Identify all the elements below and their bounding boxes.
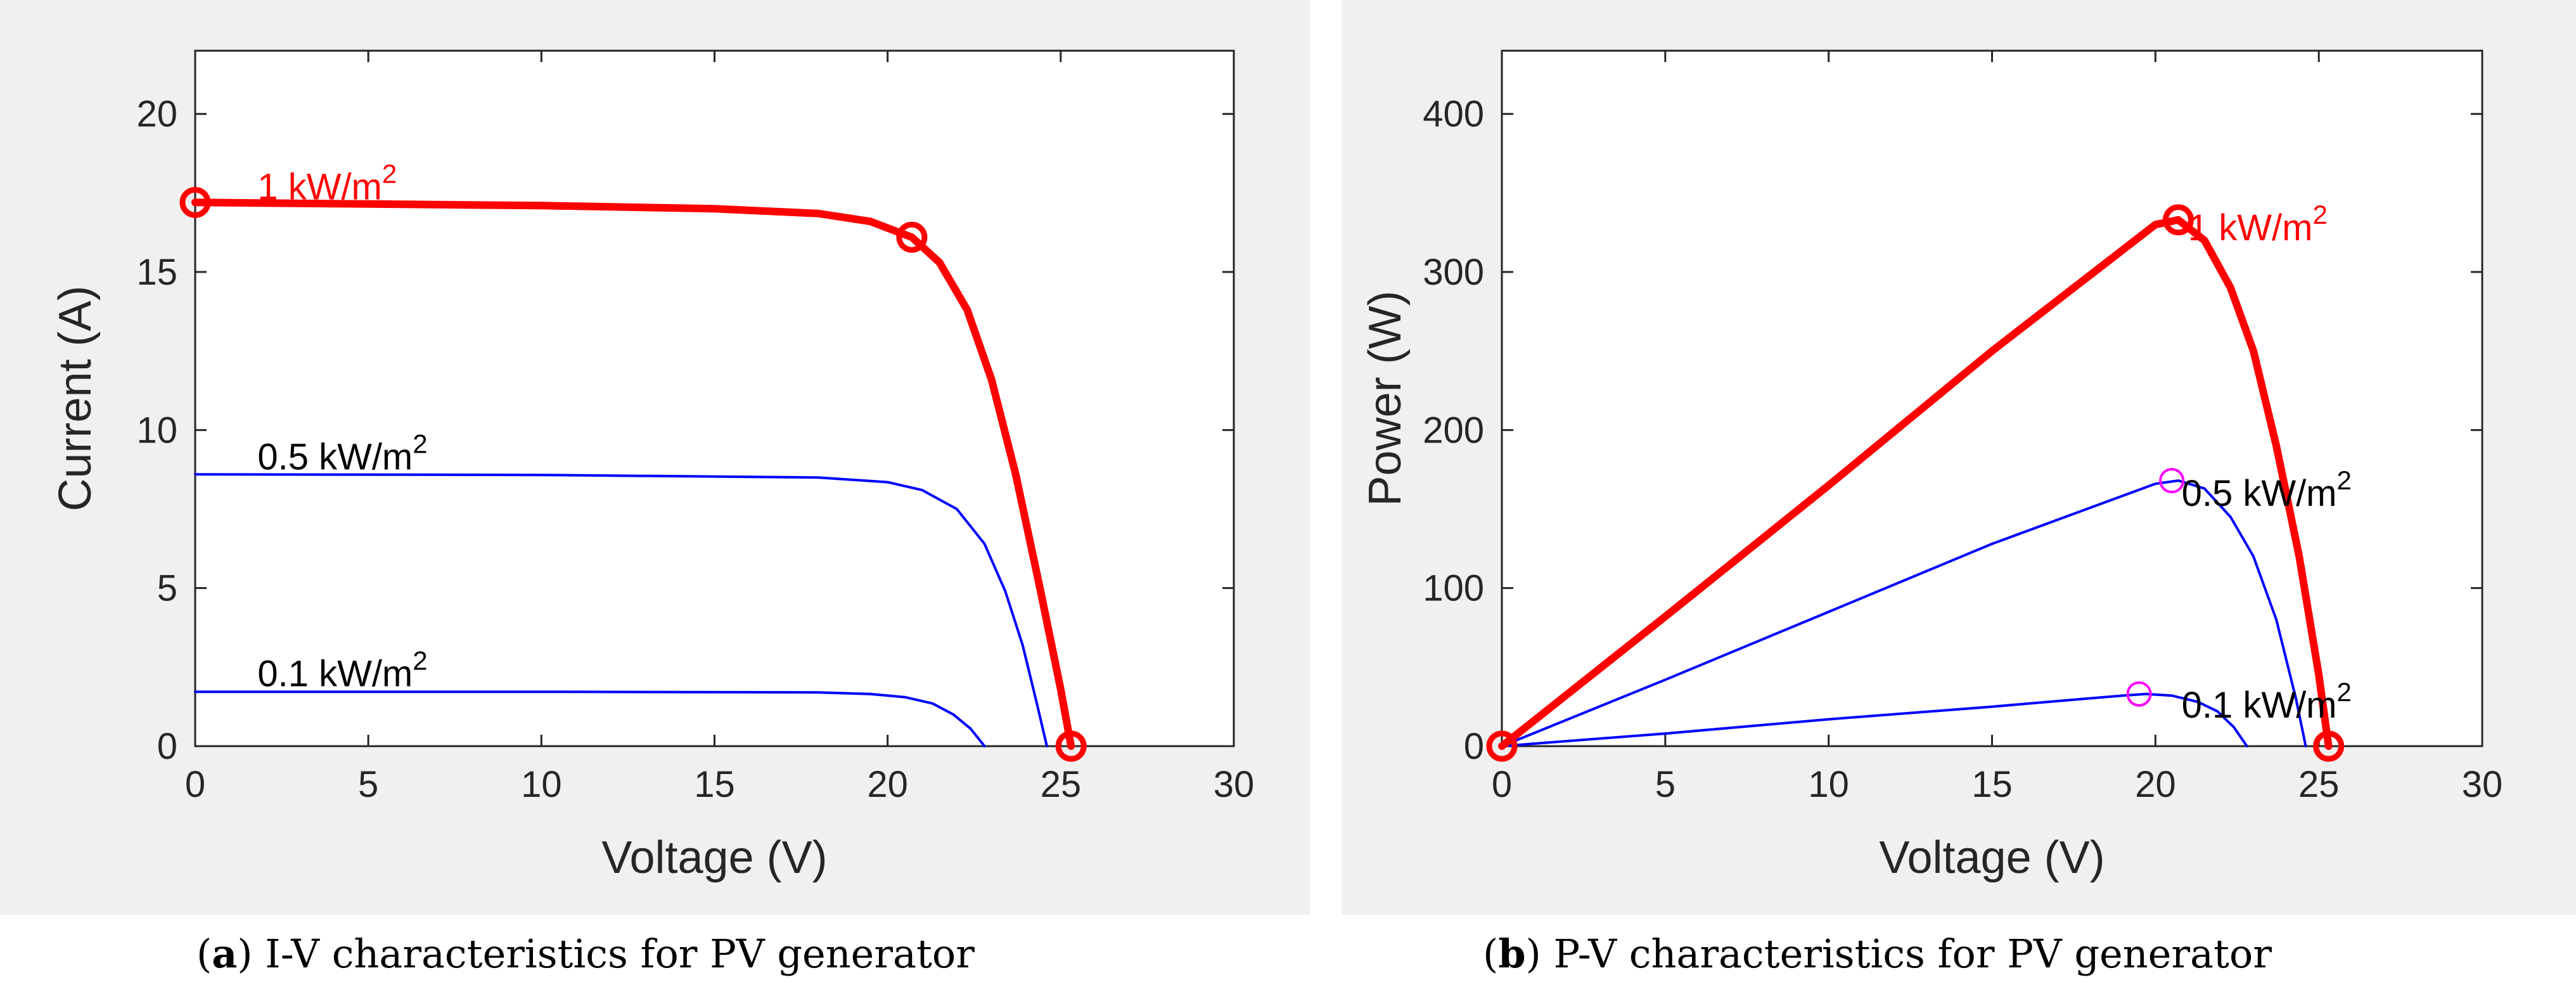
chart-pv-y-tick-label: 100 <box>1423 568 1484 609</box>
chart-iv-x-tick-label: 20 <box>867 764 908 805</box>
chart-pv-x-tick-label: 20 <box>2135 764 2176 805</box>
chart-pv-y-tick-label: 0 <box>1464 726 1484 767</box>
chart-pv-y-axis-label: Power (W) <box>1360 291 1411 507</box>
chart-iv-y-tick-label: 20 <box>136 94 177 135</box>
chart-iv-x-tick-label: 0 <box>185 764 205 805</box>
caption-b-tag: b <box>1498 931 1526 977</box>
chart-iv-x-axis-label: Voltage (V) <box>601 832 827 883</box>
chart-pv-y-tick-label: 300 <box>1423 252 1484 293</box>
chart-iv-marker-1-kw-m2 <box>1055 730 1087 762</box>
chart-pv-label-0-5-kw-m2: 0.5 kW/m2 <box>2182 465 2352 514</box>
chart-pv-x-tick-label: 10 <box>1808 764 1849 805</box>
chart-iv-y-tick-label: 5 <box>157 568 177 609</box>
chart-iv-marker-1-kw-m2 <box>179 186 211 218</box>
chart-pv-series-1-kw-m2 <box>1498 216 2333 750</box>
chart-pv-x-tick-label: 30 <box>2462 764 2503 805</box>
chart-pv-x-tick-label: 25 <box>2298 764 2340 805</box>
chart-pv-series-0-1-kw-m2 <box>1501 692 2248 747</box>
chart-iv-series-0-5-kw-m2 <box>194 473 1048 747</box>
chart-iv-label-1-kw-m2: 1 kW/m2 <box>257 158 397 207</box>
chart-iv-x-tick-label: 5 <box>358 764 378 805</box>
chart-iv-series-0-1-kw-m2 <box>194 690 986 747</box>
chart-iv-x-tick-label: 15 <box>694 764 735 805</box>
chart-iv-y-tick-label: 10 <box>136 410 177 451</box>
chart-pv-y-tick-label: 400 <box>1423 94 1484 135</box>
chart-iv-label-0-5-kw-m2: 0.5 kW/m2 <box>257 429 427 478</box>
chart-pv-marker-0-1-kw-m2 <box>2126 681 2152 707</box>
chart-iv-series-1-kw-m2 <box>191 198 1075 750</box>
chart-pv-series-0-5-kw-m2 <box>1501 479 2307 747</box>
chart-iv-marker-1-kw-m2 <box>896 221 928 253</box>
chart-pv-plot-area <box>1501 49 2483 747</box>
chart-pv-label-0-1-kw-m2: 0.1 kW/m2 <box>2182 677 2352 726</box>
caption-a: (a) I-V characteristics for PV generator <box>196 931 975 977</box>
chart-pv-marker-1-kw-m2 <box>2162 204 2194 236</box>
chart-iv-x-tick-label: 30 <box>1214 764 1255 805</box>
chart-pv-marker-1-kw-m2 <box>1486 730 1518 762</box>
chart-pv-y-tick-label: 200 <box>1423 410 1484 451</box>
caption-a-tag: a <box>212 931 238 977</box>
chart-pv-marker-0-5-kw-m2 <box>2159 468 2185 494</box>
caption-b: (b) P-V characteristics for PV generator <box>1483 931 2272 977</box>
chart-iv-x-tick-label: 25 <box>1041 764 1082 805</box>
chart-pv-marker-1-kw-m2 <box>2313 730 2345 762</box>
chart-pv-label-1-kw-m2: 1 kW/m2 <box>2188 200 2328 249</box>
caption-b-text: P-V characteristics for PV generator <box>1553 931 2272 977</box>
chart-pv-x-tick-label: 5 <box>1655 764 1676 805</box>
chart-pv-x-tick-label: 15 <box>1971 764 2013 805</box>
chart-iv-label-0-1-kw-m2: 0.1 kW/m2 <box>257 645 427 694</box>
chart-pv-x-axis-label: Voltage (V) <box>1879 832 2105 883</box>
chart-pv-x-tick-label: 0 <box>1492 764 1512 805</box>
chart-iv-y-tick-label: 15 <box>136 252 177 293</box>
chart-iv-y-tick-label: 0 <box>157 726 177 767</box>
chart-iv-y-axis-label: Current (A) <box>50 285 101 511</box>
caption-a-text: I-V characteristics for PV generator <box>265 931 975 977</box>
chart-iv-plot-area <box>194 49 1235 747</box>
chart-iv-x-tick-label: 10 <box>521 764 562 805</box>
